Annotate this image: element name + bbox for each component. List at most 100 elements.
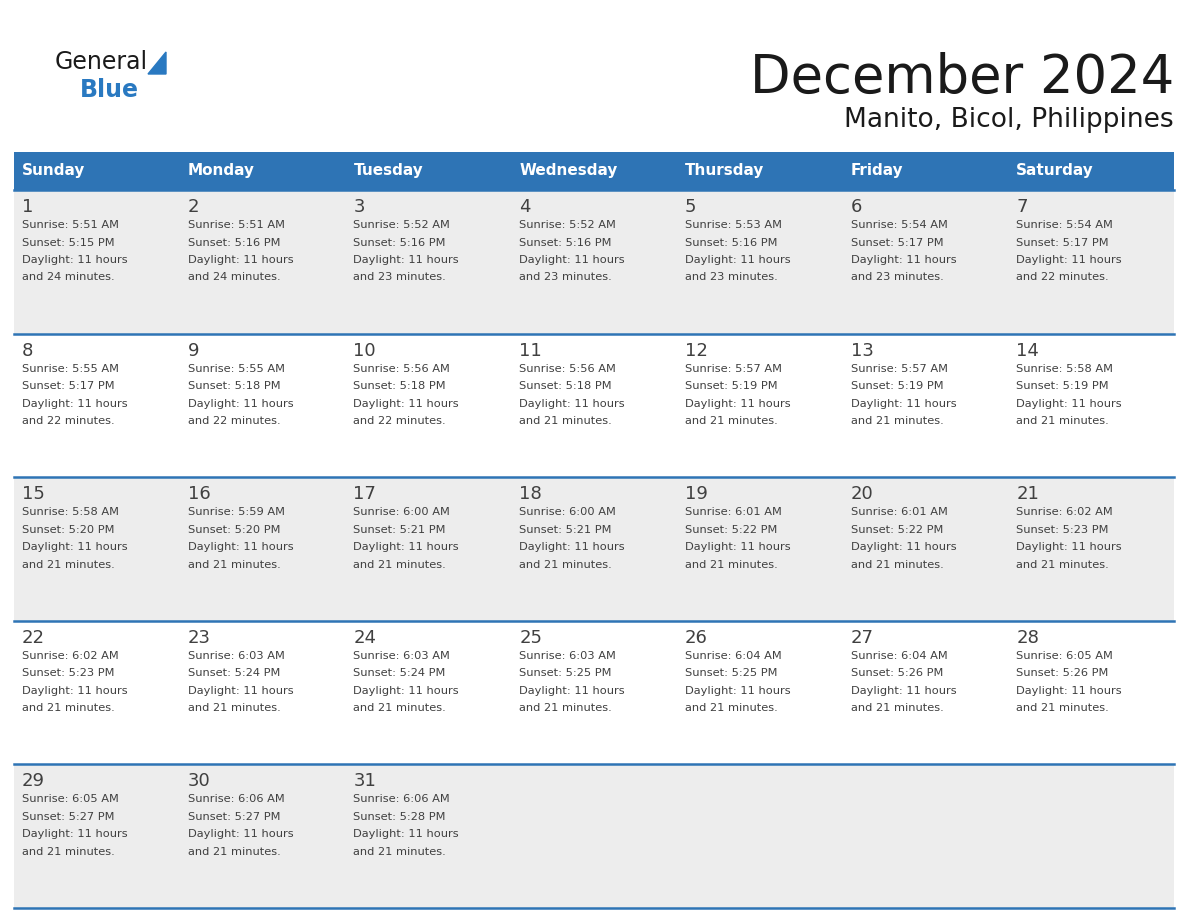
Text: Sunrise: 5:58 AM: Sunrise: 5:58 AM [1016,364,1113,374]
Text: Sunrise: 5:54 AM: Sunrise: 5:54 AM [851,220,948,230]
Text: 8: 8 [23,341,33,360]
Text: Sunrise: 5:59 AM: Sunrise: 5:59 AM [188,508,285,517]
Text: Daylight: 11 hours: Daylight: 11 hours [188,398,293,409]
Text: Sunset: 5:22 PM: Sunset: 5:22 PM [684,525,777,534]
Text: Sunset: 5:17 PM: Sunset: 5:17 PM [1016,238,1108,248]
Text: and 21 minutes.: and 21 minutes. [851,703,943,713]
Text: 23: 23 [188,629,210,647]
Text: and 21 minutes.: and 21 minutes. [353,560,447,570]
Text: Daylight: 11 hours: Daylight: 11 hours [1016,398,1121,409]
Text: Sunset: 5:19 PM: Sunset: 5:19 PM [851,381,943,391]
Text: Daylight: 11 hours: Daylight: 11 hours [684,398,790,409]
Text: and 21 minutes.: and 21 minutes. [353,703,447,713]
Text: Daylight: 11 hours: Daylight: 11 hours [23,686,127,696]
Bar [14,477,1174,621]
Text: Sunset: 5:26 PM: Sunset: 5:26 PM [851,668,943,678]
Text: Sunrise: 5:54 AM: Sunrise: 5:54 AM [1016,220,1113,230]
Text: and 22 minutes.: and 22 minutes. [353,416,446,426]
Text: Daylight: 11 hours: Daylight: 11 hours [851,398,956,409]
Text: Sunrise: 6:01 AM: Sunrise: 6:01 AM [684,508,782,517]
Text: Sunset: 5:21 PM: Sunset: 5:21 PM [353,525,446,534]
Text: Daylight: 11 hours: Daylight: 11 hours [23,398,127,409]
Text: December 2024: December 2024 [750,52,1174,104]
Text: 3: 3 [353,198,365,216]
Text: Friday: Friday [851,163,903,178]
Text: Daylight: 11 hours: Daylight: 11 hours [353,686,459,696]
Text: 5: 5 [684,198,696,216]
Text: 16: 16 [188,486,210,503]
Text: and 24 minutes.: and 24 minutes. [188,273,280,283]
Text: Daylight: 11 hours: Daylight: 11 hours [353,829,459,839]
Text: and 21 minutes.: and 21 minutes. [519,560,612,570]
Text: Daylight: 11 hours: Daylight: 11 hours [851,255,956,265]
Bar [14,765,1174,908]
Text: Sunrise: 6:03 AM: Sunrise: 6:03 AM [353,651,450,661]
Text: Sunrise: 6:05 AM: Sunrise: 6:05 AM [23,794,119,804]
Text: Daylight: 11 hours: Daylight: 11 hours [353,398,459,409]
Text: Sunset: 5:27 PM: Sunset: 5:27 PM [23,812,114,822]
Text: 14: 14 [1016,341,1040,360]
Text: Sunrise: 5:57 AM: Sunrise: 5:57 AM [851,364,948,374]
Text: Sunset: 5:22 PM: Sunset: 5:22 PM [851,525,943,534]
Text: Daylight: 11 hours: Daylight: 11 hours [684,686,790,696]
Text: 17: 17 [353,486,377,503]
Text: Sunset: 5:18 PM: Sunset: 5:18 PM [519,381,612,391]
Text: Sunrise: 6:02 AM: Sunrise: 6:02 AM [23,651,119,661]
Text: Sunrise: 6:04 AM: Sunrise: 6:04 AM [684,651,782,661]
Text: and 21 minutes.: and 21 minutes. [188,703,280,713]
Text: Daylight: 11 hours: Daylight: 11 hours [519,255,625,265]
Text: Sunrise: 6:01 AM: Sunrise: 6:01 AM [851,508,948,517]
Text: Sunrise: 5:57 AM: Sunrise: 5:57 AM [684,364,782,374]
Text: Sunrise: 6:06 AM: Sunrise: 6:06 AM [188,794,284,804]
Text: 31: 31 [353,772,377,790]
Text: Sunset: 5:24 PM: Sunset: 5:24 PM [353,668,446,678]
Text: and 22 minutes.: and 22 minutes. [188,416,280,426]
Text: Manito, Bicol, Philippines: Manito, Bicol, Philippines [845,107,1174,133]
Text: Sunset: 5:21 PM: Sunset: 5:21 PM [519,525,612,534]
Text: Sunset: 5:16 PM: Sunset: 5:16 PM [519,238,612,248]
Text: Daylight: 11 hours: Daylight: 11 hours [519,398,625,409]
Text: Daylight: 11 hours: Daylight: 11 hours [519,686,625,696]
Text: and 21 minutes.: and 21 minutes. [519,416,612,426]
Text: 18: 18 [519,486,542,503]
Text: Thursday: Thursday [684,163,764,178]
Text: Sunrise: 5:56 AM: Sunrise: 5:56 AM [519,364,617,374]
Text: Sunrise: 6:05 AM: Sunrise: 6:05 AM [1016,651,1113,661]
Text: and 21 minutes.: and 21 minutes. [353,847,447,856]
Text: 2: 2 [188,198,200,216]
Text: Daylight: 11 hours: Daylight: 11 hours [353,255,459,265]
Text: Daylight: 11 hours: Daylight: 11 hours [851,686,956,696]
Bar [14,190,1174,333]
Text: Sunset: 5:20 PM: Sunset: 5:20 PM [188,525,280,534]
Bar [14,152,1174,190]
Text: Daylight: 11 hours: Daylight: 11 hours [353,543,459,553]
Text: and 23 minutes.: and 23 minutes. [684,273,778,283]
Text: and 23 minutes.: and 23 minutes. [519,273,612,283]
Text: 24: 24 [353,629,377,647]
Text: Daylight: 11 hours: Daylight: 11 hours [188,255,293,265]
Text: Sunset: 5:19 PM: Sunset: 5:19 PM [684,381,777,391]
Text: Daylight: 11 hours: Daylight: 11 hours [188,543,293,553]
Text: Daylight: 11 hours: Daylight: 11 hours [1016,255,1121,265]
Text: Sunset: 5:16 PM: Sunset: 5:16 PM [188,238,280,248]
Text: Sunset: 5:24 PM: Sunset: 5:24 PM [188,668,280,678]
Text: Daylight: 11 hours: Daylight: 11 hours [519,543,625,553]
Text: Sunset: 5:19 PM: Sunset: 5:19 PM [1016,381,1108,391]
Text: 21: 21 [1016,486,1040,503]
Text: Daylight: 11 hours: Daylight: 11 hours [188,829,293,839]
Text: Sunset: 5:17 PM: Sunset: 5:17 PM [23,381,114,391]
Text: 29: 29 [23,772,45,790]
Text: Daylight: 11 hours: Daylight: 11 hours [1016,543,1121,553]
Text: and 22 minutes.: and 22 minutes. [1016,273,1108,283]
Text: and 21 minutes.: and 21 minutes. [684,416,778,426]
Text: 10: 10 [353,341,377,360]
Text: and 22 minutes.: and 22 minutes. [23,416,114,426]
Text: 12: 12 [684,341,708,360]
Text: 27: 27 [851,629,873,647]
Text: Tuesday: Tuesday [353,163,423,178]
Text: Sunrise: 6:04 AM: Sunrise: 6:04 AM [851,651,947,661]
Text: 1: 1 [23,198,33,216]
Text: 25: 25 [519,629,542,647]
Text: Sunrise: 5:56 AM: Sunrise: 5:56 AM [353,364,450,374]
Text: Daylight: 11 hours: Daylight: 11 hours [684,255,790,265]
